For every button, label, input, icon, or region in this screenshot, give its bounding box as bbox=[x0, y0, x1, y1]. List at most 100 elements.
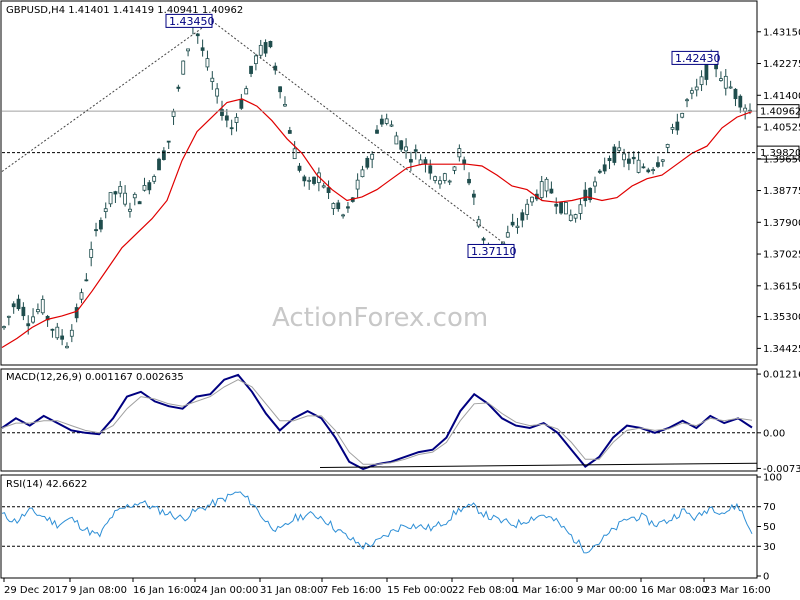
swing-high-label-box bbox=[165, 13, 213, 28]
candle bbox=[123, 185, 128, 207]
candle bbox=[646, 167, 651, 174]
candle bbox=[738, 94, 743, 113]
candle bbox=[626, 151, 631, 171]
candle bbox=[670, 123, 675, 134]
recent-high-label: 1.42430 bbox=[675, 52, 721, 65]
macd-tick-label: 0.012164 bbox=[763, 370, 800, 381]
rsi-tick-label: 50 bbox=[763, 522, 776, 533]
candle bbox=[375, 125, 379, 134]
candle bbox=[108, 192, 113, 208]
candle bbox=[409, 151, 413, 172]
candle bbox=[224, 109, 229, 128]
candle bbox=[258, 39, 263, 59]
candle bbox=[355, 173, 360, 198]
candle bbox=[346, 201, 350, 213]
price-tick-label: 1.37025 bbox=[763, 250, 800, 261]
rsi-tick-label: 30 bbox=[763, 542, 776, 553]
candle bbox=[719, 71, 723, 82]
candle bbox=[641, 163, 646, 169]
candle bbox=[554, 197, 559, 215]
level-axis-label-box bbox=[756, 145, 800, 160]
candle bbox=[118, 181, 123, 198]
candle bbox=[433, 175, 438, 184]
candle bbox=[253, 53, 258, 71]
candle bbox=[341, 213, 345, 219]
candle bbox=[181, 60, 186, 75]
price-tick-label: 1.43150 bbox=[763, 27, 800, 38]
candle bbox=[321, 182, 326, 189]
candle bbox=[559, 202, 563, 215]
candle bbox=[312, 176, 316, 186]
candle bbox=[520, 209, 525, 228]
price-tick-label: 1.37900 bbox=[763, 218, 800, 229]
candle bbox=[394, 131, 399, 145]
current-price-axis-label-box bbox=[756, 104, 800, 119]
x-tick-label: 16 Jan 16:00 bbox=[133, 585, 196, 596]
candle bbox=[510, 213, 515, 228]
candle bbox=[157, 157, 161, 171]
x-tick-label: 7 Feb 16:00 bbox=[322, 585, 381, 596]
candle bbox=[331, 202, 336, 215]
candle bbox=[79, 288, 84, 304]
candle bbox=[84, 273, 89, 282]
candle bbox=[316, 167, 321, 192]
candle bbox=[161, 147, 166, 161]
candle bbox=[36, 303, 40, 315]
price-tick-label: 1.40525 bbox=[763, 123, 800, 134]
candle bbox=[31, 308, 35, 324]
candle bbox=[365, 156, 370, 170]
x-tick-label: 22 Feb 08:00 bbox=[452, 585, 518, 596]
candle bbox=[588, 187, 593, 203]
candle bbox=[128, 202, 132, 218]
candle bbox=[733, 88, 738, 107]
candle bbox=[26, 315, 31, 335]
x-tick-label: 9 Mar 00:00 bbox=[577, 585, 637, 596]
candle bbox=[583, 182, 588, 207]
candle bbox=[573, 213, 578, 223]
candle bbox=[297, 163, 302, 173]
candle bbox=[16, 294, 21, 311]
price-tick-label: 1.34425 bbox=[763, 344, 800, 355]
candle bbox=[244, 85, 249, 95]
price-panel-frame bbox=[0, 0, 758, 366]
candle bbox=[166, 140, 171, 150]
x-tick-label: 24 Jan 00:00 bbox=[195, 585, 258, 596]
candle bbox=[389, 120, 394, 127]
candle bbox=[360, 165, 365, 178]
candle bbox=[471, 189, 476, 205]
candle bbox=[195, 32, 200, 44]
candle bbox=[539, 175, 544, 200]
rsi-panel-frame bbox=[0, 474, 758, 579]
candle bbox=[6, 315, 11, 326]
candle bbox=[142, 177, 147, 192]
x-tick-label: 15 Feb 00:00 bbox=[387, 585, 453, 596]
candle bbox=[379, 114, 384, 127]
signal-line bbox=[1, 379, 753, 465]
candle bbox=[11, 301, 16, 314]
candle bbox=[74, 303, 79, 323]
x-tick-label: 9 Jan 08:00 bbox=[70, 585, 127, 596]
swing-line-fall bbox=[211, 20, 515, 252]
level-axis-label: 1.39820 bbox=[760, 148, 800, 159]
candle bbox=[132, 192, 137, 206]
rsi-line bbox=[1, 491, 753, 554]
candle bbox=[597, 169, 602, 174]
rsi-tick-label: 70 bbox=[763, 502, 776, 513]
candle bbox=[452, 165, 457, 175]
candle bbox=[660, 158, 665, 167]
candle bbox=[515, 217, 520, 234]
candle bbox=[2, 325, 6, 330]
candle bbox=[704, 62, 709, 86]
rsi-tick-label: 0 bbox=[763, 572, 769, 583]
price-tick-label: 1.39650 bbox=[763, 154, 800, 165]
candle bbox=[723, 69, 728, 96]
candle bbox=[45, 314, 50, 327]
candle bbox=[287, 126, 292, 134]
moving-average-line bbox=[1, 98, 753, 349]
candle bbox=[292, 141, 297, 160]
candle bbox=[728, 80, 733, 89]
candle bbox=[239, 93, 244, 110]
candle bbox=[651, 167, 656, 175]
candle bbox=[98, 217, 103, 233]
